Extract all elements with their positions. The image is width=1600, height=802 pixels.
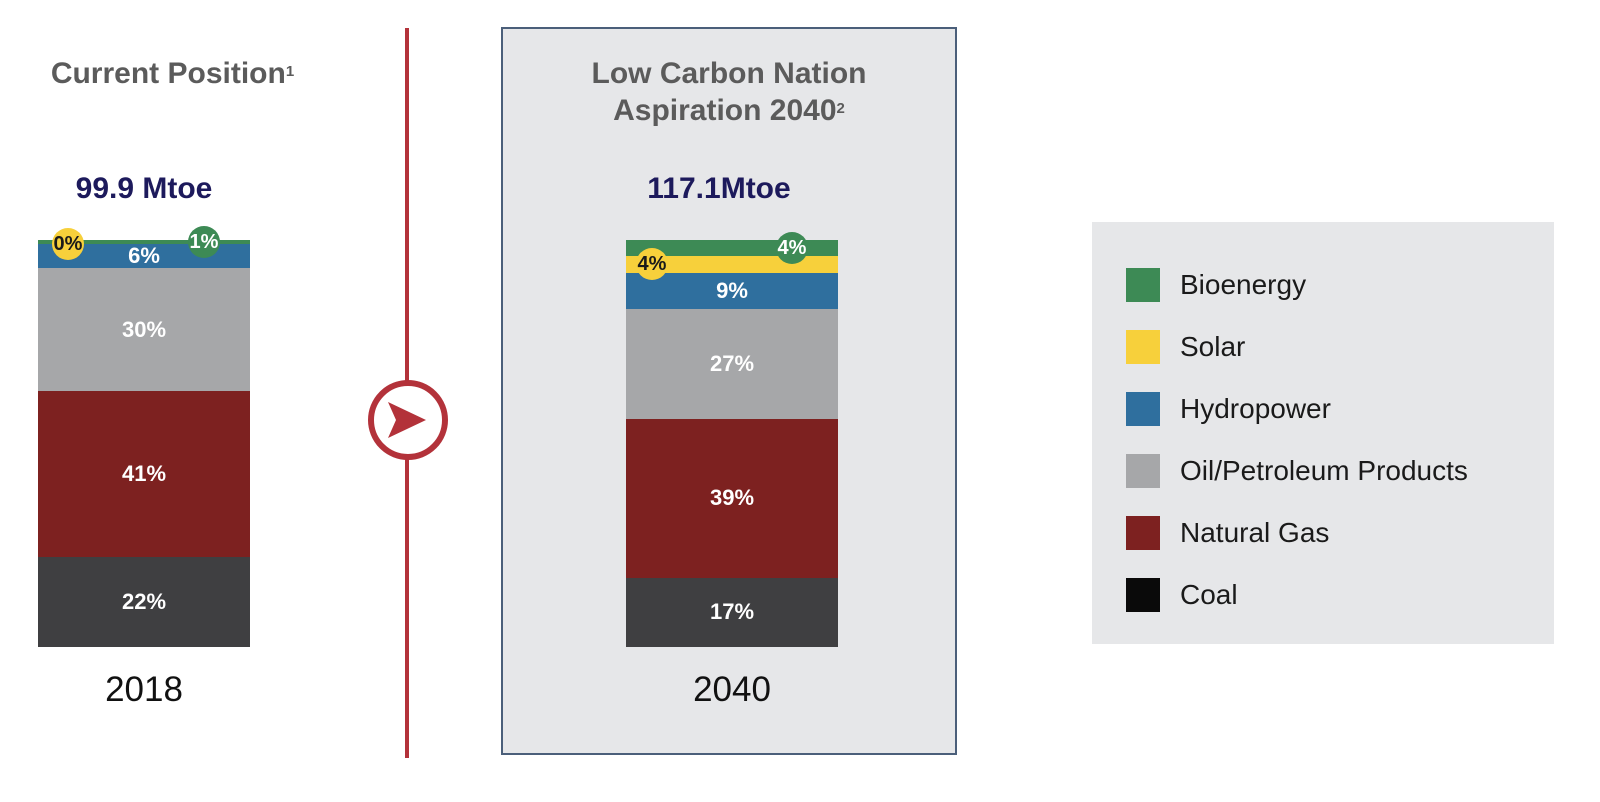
data-label-bioenergy-2040: 4% [776, 232, 808, 265]
legend: Bioenergy Solar Hydropower Oil/Petroleum Pr… [1092, 222, 1554, 644]
year-2040-label: 2040 [693, 670, 771, 709]
data-label-bioenergy-2018: 1% [188, 226, 220, 259]
legend-swatch [1126, 392, 1160, 426]
bar-segment-natural-gas-2040 [626, 419, 838, 578]
data-label-hydropower-2018: 6% [128, 243, 160, 269]
current-position-footnote: 1 [285, 63, 295, 80]
data-label-oil-petroleum-products-2040: 27% [709, 351, 755, 377]
aspiration-title-line2: Aspiration 2040 [613, 94, 837, 127]
bar-segment-oil-petroleum-products-2040 [626, 309, 838, 420]
legend-label: Solar [1180, 331, 1246, 362]
legend-label: Bioenergy [1180, 269, 1307, 300]
bar-segment-oil-petroleum-products-2018 [38, 268, 250, 391]
current-position-title: Current Position1 [30, 55, 315, 92]
legend-label: Hydropower [1180, 393, 1331, 424]
data-label-coal-2040: 17% [709, 599, 755, 625]
legend-swatch [1126, 516, 1160, 550]
legend-swatch [1126, 268, 1160, 302]
bar-segment-natural-gas-2018 [38, 390, 250, 558]
total-2018: 99.9 Mtoe [75, 172, 213, 205]
legend-label: Natural Gas [1180, 517, 1330, 548]
aspiration-title-line1: Low Carbon Nation [591, 57, 867, 90]
bar-segment-coal-2018 [38, 557, 250, 647]
aspiration-2040-title: Low Carbon Nation Aspiration 20402 [501, 55, 957, 129]
arrow-circle [368, 380, 448, 460]
legend-swatch [1126, 578, 1160, 612]
data-label-natural-gas-2040: 39% [709, 485, 755, 511]
data-label-solar-2018: 0% [52, 228, 84, 261]
bar-segment-hydropower-2040 [626, 272, 838, 310]
total-2040: 117.1Mtoe [647, 172, 791, 205]
legend-label: Oil/Petroleum Products [1180, 455, 1468, 486]
arrow-right-icon [388, 402, 426, 438]
data-label-natural-gas-2018: 41% [121, 461, 167, 487]
data-label-solar-2040: 4% [636, 248, 668, 281]
legend-swatch [1126, 330, 1160, 364]
current-position-title-text: Current Position [50, 57, 286, 90]
data-label-hydropower-2040: 9% [716, 277, 748, 303]
legend-label: Coal [1180, 579, 1238, 610]
stacked-bar-2040: 17% 39% 27% 9% 4% 4% [626, 232, 838, 647]
data-label-oil-petroleum-products-2018: 30% [121, 316, 167, 342]
bar-segment-bioenergy-2018 [38, 240, 250, 245]
legend-swatch [1126, 454, 1160, 488]
aspiration-footnote: 2 [836, 100, 845, 117]
bar-segment-coal-2040 [626, 577, 838, 647]
year-2018-label: 2018 [105, 670, 183, 709]
stacked-bar-2018: 22% 41% 30% 6% 0% 1% [38, 226, 250, 647]
data-label-coal-2018: 22% [121, 589, 167, 615]
